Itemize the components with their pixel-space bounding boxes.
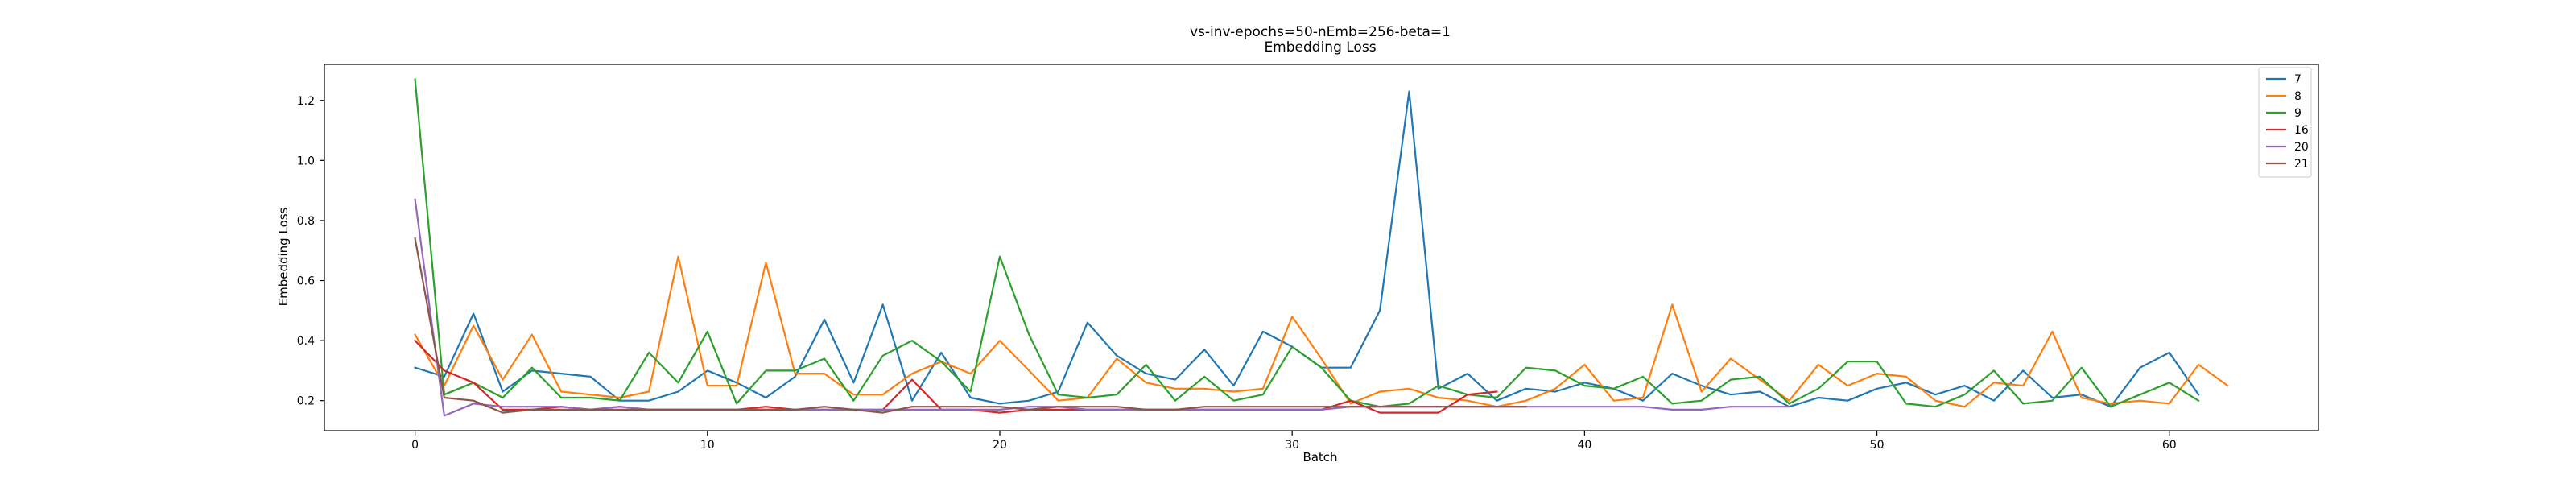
series-line-8 <box>414 255 2229 408</box>
x-tick-label: 30 <box>1285 439 1299 452</box>
x-tick-label: 0 <box>411 439 419 452</box>
legend-label-8: 8 <box>2294 90 2301 103</box>
legend: 7 8 9 16 20 21 <box>2258 67 2312 178</box>
y-tick-label: 0.8 <box>297 215 315 228</box>
legend-label-21: 21 <box>2294 158 2309 171</box>
x-axis-title: Batch <box>1302 450 1337 464</box>
axes: 0 10 20 30 40 50 60 0.2 0.4 0.6 0.8 1.0 1.2 <box>297 64 2319 452</box>
legend-label-20: 20 <box>2294 141 2309 154</box>
x-tick-label: 60 <box>2162 439 2177 452</box>
y-axis-title: Embedding Loss <box>276 207 291 306</box>
y-tick-label: 0.6 <box>297 275 315 288</box>
x-tick-label: 10 <box>700 439 715 452</box>
plot-frame <box>324 64 2319 431</box>
chart-subtitle: Embedding Loss <box>1264 39 1376 56</box>
x-tick-label: 20 <box>993 439 1007 452</box>
series-line-9 <box>414 78 2200 408</box>
y-tick-label: 0.2 <box>297 395 315 408</box>
legend-label-7: 7 <box>2294 73 2301 86</box>
legend-label-9: 9 <box>2294 107 2301 120</box>
series-line-7 <box>414 90 2200 408</box>
legend-label-16: 16 <box>2294 124 2309 137</box>
x-tick-label: 50 <box>1870 439 1885 452</box>
plot-area <box>414 78 2229 417</box>
y-tick-label: 1.2 <box>297 95 315 108</box>
series-line-21 <box>414 237 1527 414</box>
chart-title: vs-inv-epochs=50-nEmb=256-beta=1 <box>1190 24 1451 40</box>
x-tick-label: 40 <box>1577 439 1591 452</box>
y-tick-label: 0.4 <box>297 335 315 348</box>
y-tick-label: 1.0 <box>297 155 315 167</box>
